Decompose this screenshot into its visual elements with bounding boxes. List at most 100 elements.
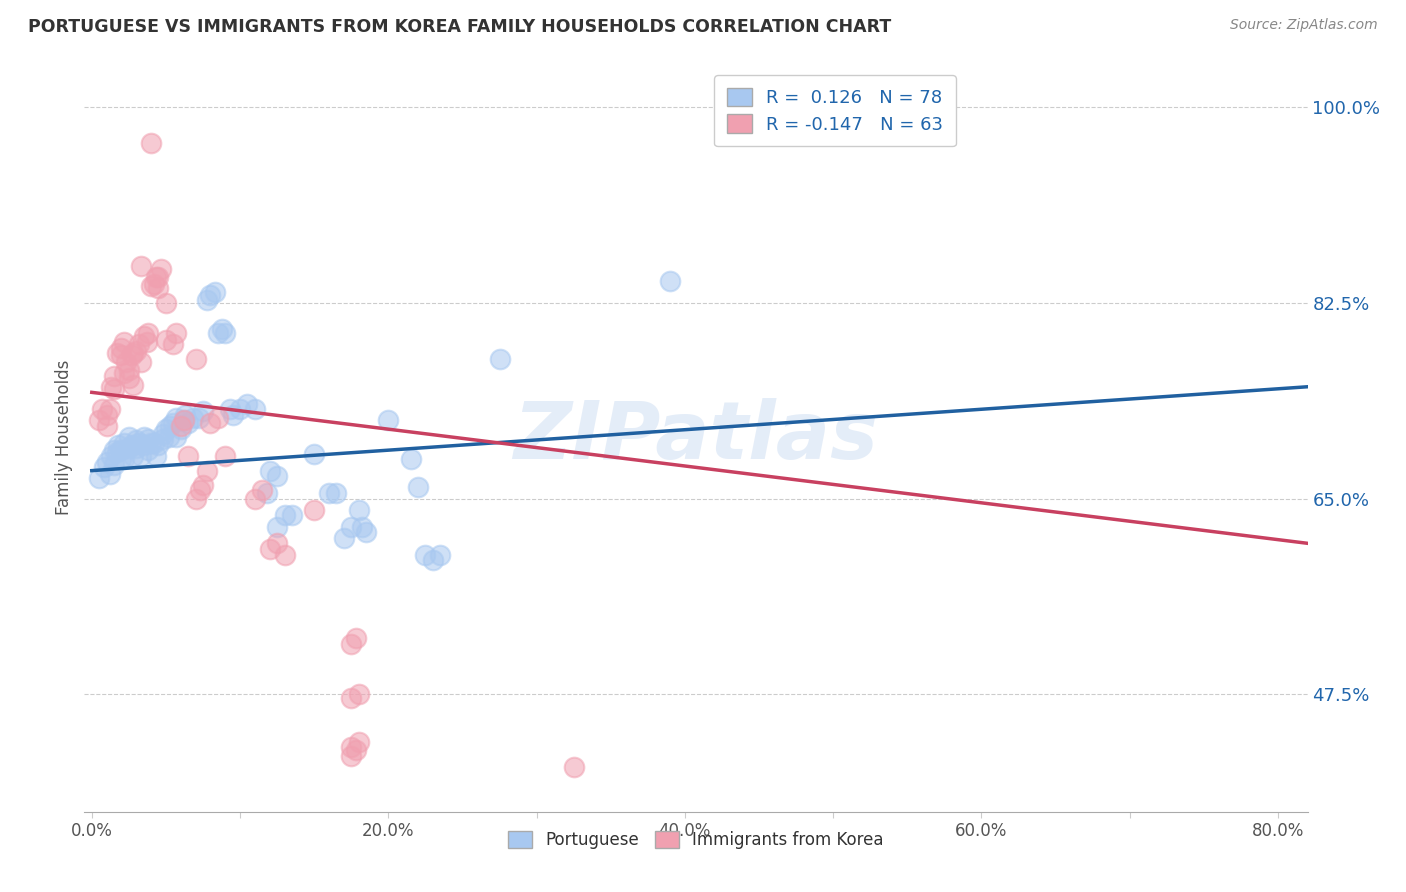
Text: Source: ZipAtlas.com: Source: ZipAtlas.com <box>1230 18 1378 32</box>
Point <box>118 430 141 444</box>
Point <box>181 411 204 425</box>
Point <box>165 411 187 425</box>
Point <box>112 334 135 349</box>
Point <box>112 435 135 450</box>
Point <box>344 743 367 757</box>
Point <box>197 293 219 307</box>
Point <box>200 288 222 302</box>
Point <box>243 491 266 506</box>
Point <box>103 458 125 472</box>
Point <box>110 452 132 467</box>
Point <box>148 270 170 285</box>
Point <box>302 502 325 516</box>
Point <box>125 343 148 358</box>
Point <box>89 413 111 427</box>
Point <box>243 402 266 417</box>
Point <box>173 413 195 427</box>
Point <box>347 735 370 749</box>
Point <box>229 402 252 417</box>
Point <box>139 279 162 293</box>
Point <box>157 430 180 444</box>
Point <box>132 430 155 444</box>
Point <box>110 348 132 362</box>
Point <box>96 418 118 433</box>
Point <box>406 480 429 494</box>
Point <box>98 402 121 417</box>
Point <box>118 363 141 377</box>
Point <box>256 486 278 500</box>
Point <box>159 418 181 433</box>
Point <box>347 502 370 516</box>
Point <box>259 464 281 478</box>
Point <box>136 326 159 340</box>
Point <box>110 341 132 355</box>
Point <box>139 136 162 150</box>
Point <box>302 447 325 461</box>
Point <box>273 508 295 523</box>
Point <box>162 337 184 351</box>
Point <box>103 443 125 458</box>
Point <box>107 438 129 452</box>
Point <box>143 277 166 291</box>
Point <box>173 413 195 427</box>
Point <box>184 491 207 506</box>
Point <box>91 402 114 417</box>
Point <box>266 536 288 550</box>
Point <box>122 449 145 463</box>
Point <box>155 296 177 310</box>
Point <box>218 402 240 417</box>
Point <box>96 455 118 469</box>
Point <box>354 525 377 540</box>
Point <box>659 273 682 287</box>
Point <box>89 471 111 485</box>
Point <box>162 416 184 430</box>
Point <box>125 434 148 448</box>
Point <box>110 443 132 458</box>
Point <box>155 333 177 347</box>
Point <box>347 687 370 701</box>
Point <box>148 438 170 452</box>
Point <box>118 371 141 385</box>
Point <box>170 418 193 433</box>
Point <box>128 337 150 351</box>
Point <box>170 422 193 436</box>
Point <box>122 377 145 392</box>
Point <box>105 444 128 458</box>
Point <box>145 270 167 285</box>
Point <box>344 632 367 646</box>
Point <box>112 367 135 381</box>
Point <box>139 435 162 450</box>
Point <box>562 760 585 774</box>
Point <box>100 380 122 394</box>
Point <box>259 541 281 556</box>
Point <box>325 486 347 500</box>
Point <box>135 334 157 349</box>
Point <box>340 739 363 754</box>
Point <box>103 382 125 396</box>
Point <box>221 408 243 422</box>
Point <box>98 467 121 481</box>
Point <box>96 408 118 422</box>
Point <box>145 449 167 463</box>
Point <box>399 452 422 467</box>
Point <box>132 438 155 452</box>
Point <box>266 519 288 533</box>
Point <box>132 329 155 343</box>
Point <box>150 262 173 277</box>
Point <box>204 285 226 299</box>
Legend: Portuguese, Immigrants from Korea: Portuguese, Immigrants from Korea <box>502 824 890 855</box>
Point <box>207 411 229 425</box>
Point <box>93 460 115 475</box>
Point <box>105 346 128 360</box>
Point <box>103 368 125 383</box>
Point <box>115 355 138 369</box>
Point <box>191 404 214 418</box>
Point <box>165 430 187 444</box>
Point <box>377 413 399 427</box>
Point <box>273 548 295 562</box>
Point <box>129 355 152 369</box>
Point <box>121 348 143 362</box>
Point <box>266 469 288 483</box>
Point <box>252 483 274 497</box>
Point <box>340 637 363 651</box>
